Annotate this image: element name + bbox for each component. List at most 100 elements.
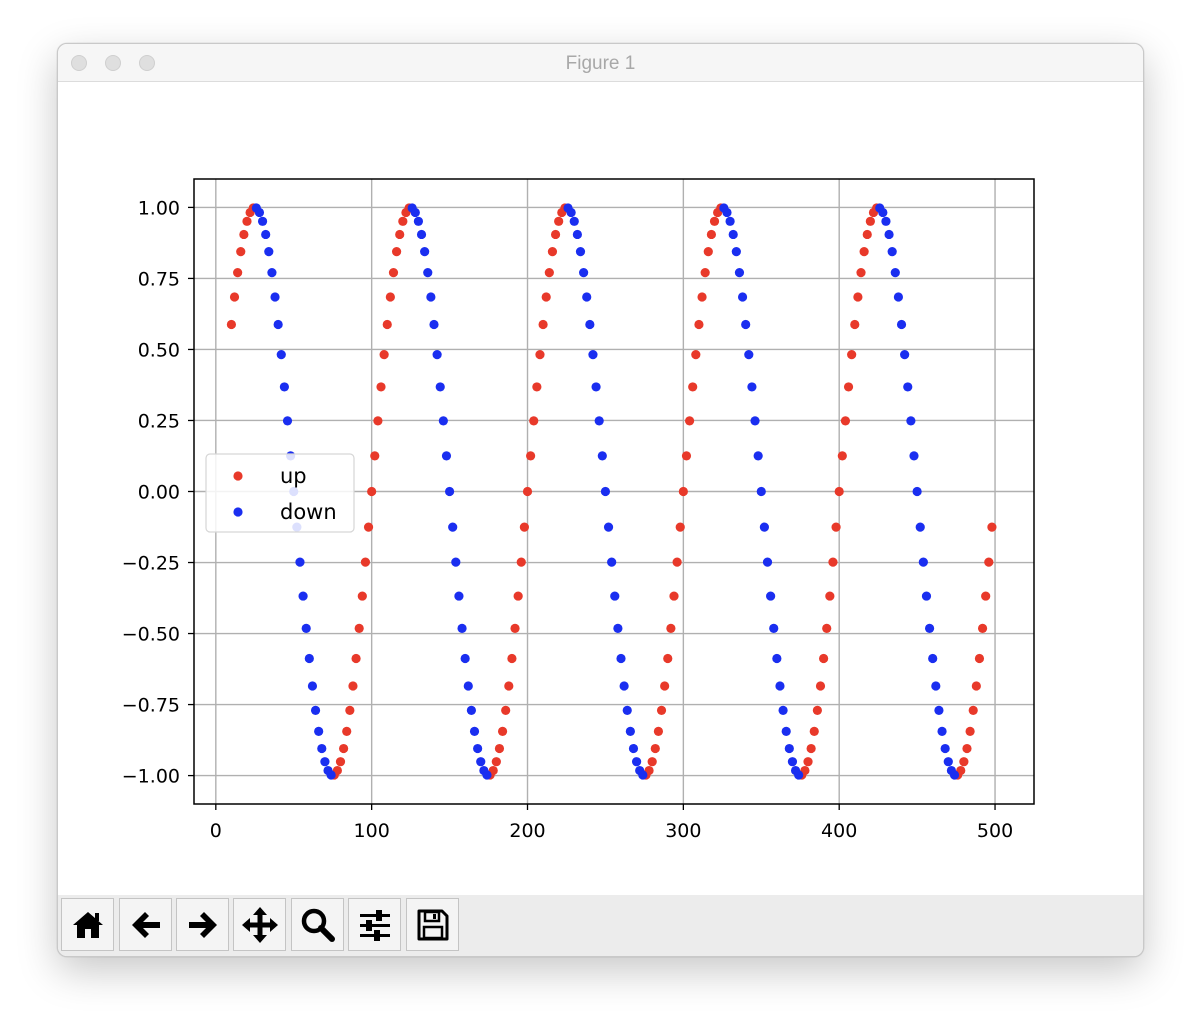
- down-point: [937, 726, 947, 736]
- zoom-button[interactable]: [291, 898, 344, 951]
- save-button[interactable]: [406, 898, 459, 951]
- down-point: [264, 247, 274, 257]
- down-point: [594, 416, 604, 426]
- down-point: [887, 247, 897, 257]
- down-point: [273, 319, 283, 330]
- down-point: [928, 653, 938, 664]
- up-point: [504, 681, 514, 691]
- forward-button[interactable]: [176, 898, 229, 951]
- down-point: [906, 416, 916, 426]
- back-arrow-icon: [131, 911, 160, 938]
- down-point: [320, 757, 330, 767]
- down-point: [267, 268, 277, 278]
- home-button[interactable]: [61, 898, 114, 951]
- up-point: [357, 591, 367, 601]
- down-point: [444, 486, 455, 497]
- y-tick-label: 0.75: [138, 268, 180, 290]
- down-point: [753, 451, 763, 461]
- up-point: [510, 623, 520, 633]
- down-point: [579, 268, 589, 278]
- up-point: [360, 557, 371, 567]
- down-point: [482, 770, 492, 780]
- back-button[interactable]: [119, 898, 172, 951]
- down-point: [613, 623, 623, 633]
- up-point: [981, 591, 991, 601]
- down-point: [878, 207, 888, 218]
- down-point: [896, 319, 907, 330]
- down-point: [934, 705, 944, 715]
- up-point: [865, 216, 875, 226]
- up-point: [828, 557, 838, 567]
- home-icon: [72, 911, 103, 938]
- legend-marker-down: [233, 507, 243, 517]
- up-point: [395, 229, 405, 240]
- down-point: [619, 681, 629, 691]
- down-point: [279, 382, 289, 392]
- zoom-window-button[interactable]: [139, 55, 155, 71]
- down-point: [772, 653, 782, 664]
- down-point: [722, 207, 732, 218]
- up-point: [815, 681, 826, 691]
- down-point: [466, 705, 477, 715]
- close-window-button[interactable]: [71, 55, 87, 71]
- down-point: [454, 591, 464, 601]
- down-point: [756, 486, 766, 497]
- up-point: [385, 292, 395, 302]
- down-point: [750, 416, 760, 426]
- up-point: [233, 268, 243, 278]
- up-point: [968, 705, 978, 715]
- y-tick-label: 0.25: [138, 410, 180, 432]
- down-point: [931, 681, 941, 691]
- subplots-button[interactable]: [348, 898, 401, 951]
- down-point: [744, 350, 754, 360]
- down-point: [473, 743, 483, 754]
- up-point: [507, 653, 517, 664]
- up-point: [544, 268, 554, 278]
- down-point: [915, 522, 925, 532]
- up-point: [843, 382, 854, 392]
- up-point: [391, 247, 402, 257]
- down-point: [572, 229, 582, 240]
- y-tick-label: 1.00: [138, 197, 180, 219]
- down-point: [460, 653, 470, 664]
- figure-canvas[interactable]: 0 100 200 300 400 500 1.00 0.75 0.50 0.25 0.00 −0.2…: [58, 82, 1143, 895]
- forward-arrow-icon: [188, 911, 217, 938]
- up-point: [541, 292, 551, 302]
- up-point: [501, 705, 511, 715]
- up-point: [834, 486, 844, 497]
- up-point: [691, 350, 701, 360]
- down-point: [741, 319, 751, 330]
- down-point: [457, 623, 467, 633]
- up-point: [382, 319, 392, 330]
- zoom-magnifier-icon: [301, 908, 335, 942]
- up-point: [379, 350, 389, 360]
- down-point: [448, 522, 458, 532]
- down-point: [881, 216, 891, 226]
- up-point: [550, 229, 561, 240]
- title-bar[interactable]: Figure 1: [58, 44, 1143, 82]
- up-point: [706, 229, 717, 240]
- up-point: [678, 486, 688, 497]
- down-point: [301, 623, 311, 633]
- up-point: [494, 743, 505, 754]
- down-point: [317, 743, 327, 754]
- minimize-window-button[interactable]: [105, 55, 121, 71]
- down-point: [747, 382, 757, 392]
- up-point: [236, 247, 246, 257]
- down-point: [310, 705, 321, 715]
- up-point: [672, 557, 682, 567]
- up-point: [342, 726, 352, 736]
- up-point: [376, 382, 386, 392]
- down-point: [759, 522, 769, 532]
- y-tick-label: −0.50: [122, 624, 180, 646]
- up-point: [345, 705, 355, 715]
- up-point: [653, 726, 664, 736]
- down-point: [631, 757, 642, 767]
- x-tick-label: 200: [509, 820, 545, 842]
- down-point: [884, 229, 894, 240]
- pan-button[interactable]: [233, 898, 286, 951]
- down-point: [909, 451, 919, 461]
- up-point: [370, 451, 380, 461]
- down-point: [943, 757, 953, 767]
- down-point: [616, 653, 626, 664]
